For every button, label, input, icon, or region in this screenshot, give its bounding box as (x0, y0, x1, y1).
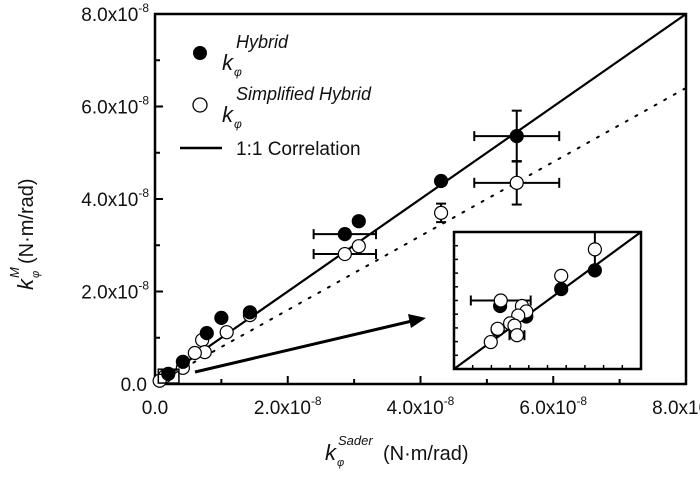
x-tick-label: 6.0x10-8 (519, 394, 587, 419)
arrow-shaft (194, 319, 413, 374)
hybrid-point (554, 281, 569, 297)
hybrid-point (199, 326, 214, 341)
simplified-hybrid-point (337, 246, 352, 262)
legend: k φ Hybrid k φ Simplified Hybrid 1:1 Cor… (180, 32, 372, 160)
simplified-hybrid-point (219, 325, 234, 340)
x-tick-label: 4.0x10-8 (387, 394, 455, 419)
legend-simplified-sub: φ (234, 117, 242, 131)
y-tick-label: 0.0 (121, 375, 147, 396)
y-label-sub: φ (30, 271, 42, 278)
one-to-one-line (154, 13, 687, 385)
simplified-hybrid-point (433, 205, 449, 220)
y-tick-label: 2.0x10-8 (81, 279, 149, 304)
legend-hybrid-label: Hybrid (236, 32, 289, 52)
x-label-unit: (N·m/rad) (383, 443, 469, 465)
y-label-sup: M (7, 267, 22, 278)
y-axis-label: k φ M (N·m/rad) (7, 178, 42, 290)
hybrid-point (351, 214, 366, 229)
legend-hybrid-sub: φ (234, 65, 242, 79)
x-tick-label: 8.0x10-8 (652, 394, 700, 419)
hybrid-point (433, 173, 449, 189)
simplified-hybrid-point (490, 321, 505, 336)
axes: 0.00.0 2.0x10-8 2.0x10-8 4.0x10-8 4.0x10-8 6.… (81, 1, 700, 419)
simplified-hybrid-point (554, 268, 569, 283)
legend-simplified-label: Simplified Hybrid (236, 84, 372, 104)
simplified-hybrid-point (483, 334, 498, 350)
x-axis-label: k φ Sader (N·m/rad) (325, 433, 469, 469)
x-label-sub: φ (337, 457, 344, 469)
y-label-symbol: k (13, 278, 38, 290)
simplified-hybrid-point (509, 175, 524, 190)
legend-simplified-symbol: k (222, 102, 234, 127)
x-label-symbol: k (325, 440, 337, 465)
legend-line-label: 1:1 Correlation (236, 139, 361, 160)
hybrid-point (161, 366, 176, 381)
inset (452, 230, 643, 371)
y-tick-label: 8.0x10-8 (81, 1, 149, 26)
zoom-region-box (157, 368, 180, 384)
data-marks (152, 13, 687, 388)
simplified-hybrid-point (587, 242, 602, 257)
legend-hybrid-symbol: k (222, 50, 234, 75)
x-tick-label: 0.0 (142, 398, 168, 419)
legend-filled-marker (193, 46, 207, 60)
y-label-unit: (N·m/rad) (16, 178, 38, 264)
simplified-hybrid-point (493, 293, 508, 308)
hybrid-point (337, 227, 352, 242)
hybrid-point (242, 305, 258, 320)
x-label-sup: Sader (338, 433, 373, 448)
simplified-hybrid-point (509, 328, 525, 343)
simplified-hybrid-point (351, 239, 366, 254)
legend-open-marker (192, 97, 208, 113)
x-tick-label: 2.0x10-8 (254, 394, 322, 419)
hybrid-point (214, 310, 229, 325)
hybrid-point (509, 129, 524, 144)
arrow-head (408, 314, 426, 328)
simplified-fit-line (154, 87, 687, 385)
hybrid-point (175, 354, 190, 369)
simplified-hybrid-point (187, 345, 202, 361)
y-tick-label: 6.0x10-8 (81, 94, 149, 119)
y-tick-label: 4.0x10-8 (81, 186, 149, 211)
